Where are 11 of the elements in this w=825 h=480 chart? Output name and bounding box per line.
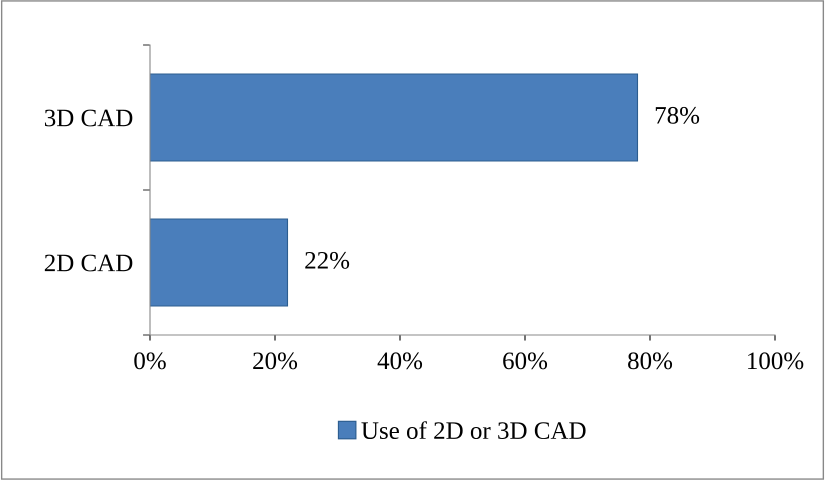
x-tick-label: 0% <box>134 352 166 370</box>
x-tick-label: 100% <box>748 352 804 370</box>
x-tick-label: 40% <box>378 352 422 370</box>
y-tick-label: 3D CAD <box>44 110 132 126</box>
x-tick-label: 80% <box>628 352 672 370</box>
legend-label: Use of 2D or 3D CAD <box>361 421 586 440</box>
x-tick-label: 20% <box>253 352 298 370</box>
data-label: 78% <box>656 106 700 124</box>
data-label: 22% <box>305 252 350 269</box>
x-tick-label: 60% <box>503 352 548 370</box>
y-tick-label: 2D CAD <box>44 254 132 272</box>
